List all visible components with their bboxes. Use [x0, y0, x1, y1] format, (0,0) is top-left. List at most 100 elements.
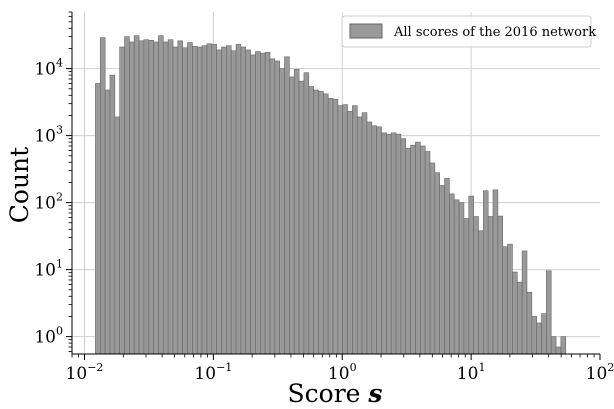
histogram-bar [298, 80, 305, 355]
y-tick-label: 102 [34, 191, 63, 214]
histogram-bar [327, 98, 334, 355]
histogram-bar [512, 271, 518, 355]
y-tick-label: 104 [34, 57, 63, 80]
histogram-bar [192, 46, 198, 355]
histogram-bar [269, 58, 276, 355]
histogram-bar [153, 41, 159, 355]
x-tick-labels: 10−2 10−1 100 101 102 [66, 361, 614, 384]
histogram-bar [259, 52, 266, 355]
histogram-bar [381, 132, 387, 355]
histogram-bar [415, 141, 421, 355]
histogram-bar [158, 35, 164, 355]
x-tick-label: 10−1 [194, 361, 232, 384]
histogram-bar [95, 83, 101, 355]
legend-box [341, 15, 592, 48]
histogram-bar [429, 162, 436, 355]
histogram-bar [419, 145, 426, 355]
histogram-bar [196, 46, 203, 355]
histogram-bar [366, 121, 373, 355]
histogram-bar [114, 116, 120, 355]
histogram-bar [240, 46, 247, 355]
histogram-bar [226, 45, 232, 355]
histogram-bar [405, 147, 411, 355]
histogram-bar [502, 246, 508, 355]
histogram-bar [104, 89, 111, 355]
histogram-bar [318, 90, 324, 355]
histogram-bar [230, 50, 237, 355]
histogram-bar [356, 116, 363, 355]
histogram-bar [274, 60, 280, 355]
histogram-bar [541, 313, 547, 355]
tick-marks [66, 11, 601, 360]
histogram-bar [143, 39, 150, 355]
histogram-bar [400, 138, 407, 355]
histogram-bar [308, 86, 314, 355]
x-tick-label: 10−2 [66, 361, 104, 384]
x-tick-label: 100 [328, 361, 357, 384]
histogram-bar [337, 105, 344, 355]
histogram-bar [109, 74, 116, 355]
histogram-bar [376, 126, 382, 355]
histogram-bar [133, 35, 140, 355]
histogram-bar [201, 45, 208, 355]
histogram-bar [390, 132, 397, 355]
legend-swatch [349, 23, 383, 39]
histogram-bar [550, 336, 557, 355]
histogram-bar [478, 230, 484, 355]
histogram-bar [497, 215, 504, 355]
histogram-bar [546, 270, 552, 355]
x-axis-title: Score s [288, 379, 383, 408]
histogram-bar [424, 151, 431, 355]
histogram-bar [129, 41, 135, 355]
histogram-bar [216, 49, 222, 355]
histogram-bar [449, 193, 455, 355]
histogram-bar [395, 133, 402, 355]
histogram-bar [342, 104, 348, 355]
histogram-bar [221, 46, 227, 355]
histogram-bar [521, 250, 528, 355]
histogram-bar [182, 47, 188, 355]
histogram-bar [487, 216, 494, 355]
histogram-bar [303, 72, 310, 355]
histogram-bar [516, 281, 523, 355]
histogram-bar [293, 68, 300, 355]
histogram-bar [361, 112, 368, 355]
histogram-bar [473, 216, 479, 355]
histogram-bar [119, 46, 125, 355]
histogram-bar [211, 44, 217, 355]
histogram-bar [458, 202, 465, 355]
histogram-bar [206, 43, 213, 355]
histogram-bar [323, 93, 329, 355]
histogram-bar [177, 40, 183, 355]
y-tick-label: 103 [34, 124, 63, 147]
histogram-bar [245, 49, 251, 355]
histogram-bar [536, 322, 542, 355]
histogram-bar [386, 133, 392, 355]
histogram-bar [99, 37, 106, 355]
y-tick-label: 100 [34, 325, 63, 348]
histogram-bar [507, 243, 513, 355]
histogram-bar [124, 36, 130, 355]
x-tick-label: 102 [586, 361, 614, 384]
y-axis-title: Count [5, 147, 34, 223]
histogram-bar [531, 316, 537, 355]
histogram-bar [560, 336, 567, 355]
y-tick-labels: 100 101 102 103 104 [34, 57, 63, 348]
histogram-bars [95, 35, 567, 355]
histogram-bar [187, 42, 193, 355]
histogram-bar [138, 40, 145, 355]
histogram-bar [468, 195, 474, 355]
histogram-bar [555, 346, 562, 355]
histogram-bar [410, 144, 416, 355]
histogram-bar [347, 111, 353, 355]
histogram-bar [264, 52, 271, 355]
histogram-bar [434, 172, 440, 355]
histogram-bar [463, 218, 470, 355]
y-tick-label: 101 [34, 258, 63, 281]
histogram-bar [492, 189, 499, 355]
histogram-bar [279, 68, 285, 355]
histogram-bar [250, 54, 256, 355]
x-tick-label: 101 [457, 361, 486, 384]
histogram-bar [453, 199, 460, 355]
